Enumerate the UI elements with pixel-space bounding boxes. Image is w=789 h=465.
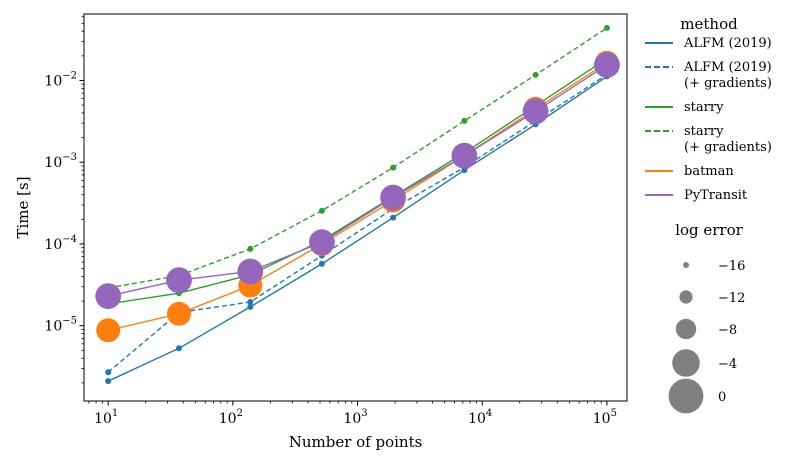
data-point [380, 184, 406, 211]
x-tick-label: 104 [468, 408, 492, 427]
x-tick-label: 105 [593, 408, 617, 427]
size-legend-label: −16 [718, 259, 745, 274]
size-legend-marker [679, 290, 693, 304]
series-line [108, 62, 608, 331]
size-legend-label: −8 [718, 323, 737, 338]
data-point [318, 260, 325, 267]
size-legend-label: −4 [718, 357, 737, 372]
data-point [603, 24, 610, 31]
data-point [96, 318, 121, 343]
data-point [522, 98, 549, 125]
data-point [247, 245, 254, 252]
size-legend-marker [672, 349, 700, 377]
data-point [167, 301, 191, 326]
data-point [390, 164, 397, 171]
series-line [107, 75, 608, 382]
data-point [318, 207, 325, 214]
x-tick-label: 103 [343, 408, 367, 427]
y-tick-label: 10−2 [44, 70, 77, 89]
series-group [95, 24, 620, 385]
plot-frame [83, 13, 628, 402]
data-point [247, 299, 254, 305]
x-tick-label: 101 [94, 408, 118, 427]
data-point [166, 267, 192, 294]
data-point [105, 378, 112, 385]
y-tick-label: 10−3 [44, 152, 77, 171]
axis-ticks: 101 102 103 104 105 10−5 10−4 10−3 10−2 [44, 16, 617, 427]
plot-area [84, 14, 627, 401]
size-legend-title: log error [675, 221, 743, 239]
data-point [95, 283, 122, 309]
data-point [176, 345, 182, 352]
method-legend: method ALFM (2019)ALFM (2019)(+ gradient… [645, 15, 772, 203]
series-line [108, 27, 608, 289]
legend-title: method [680, 15, 738, 33]
legend-label: ALFM (2019) [683, 60, 772, 75]
legend-label: (+ gradients) [684, 140, 772, 155]
x-tick-label: 102 [219, 408, 243, 427]
legend-label: batman [684, 164, 734, 179]
legend-label: (+ gradients) [684, 76, 772, 91]
data-point [594, 52, 620, 78]
y-tick-label: 10−5 [44, 316, 77, 335]
log-error-legend: log error −16 −12 −8 −4 0 [668, 221, 745, 414]
data-point [451, 142, 478, 169]
size-legend-marker [668, 378, 704, 414]
data-point [390, 214, 397, 221]
size-legend-label: 0 [718, 390, 726, 405]
legend-label: starry [684, 100, 724, 115]
series-line [107, 74, 608, 373]
data-point [461, 117, 468, 124]
legend-label: PyTransit [684, 188, 748, 203]
legend-label: ALFM (2019) [683, 36, 772, 51]
data-point [532, 71, 539, 78]
size-legend-marker [683, 262, 689, 268]
data-point [237, 258, 264, 285]
data-point [105, 369, 112, 376]
data-point [309, 229, 335, 256]
data-point [247, 303, 254, 310]
size-legend-label: −12 [718, 291, 745, 306]
legend-label: starry [684, 124, 724, 139]
y-tick-label: 10−4 [44, 234, 77, 253]
y-axis-label: Time [s] [14, 176, 32, 238]
x-axis-label: Number of points [289, 433, 423, 451]
size-legend-marker [675, 318, 697, 340]
